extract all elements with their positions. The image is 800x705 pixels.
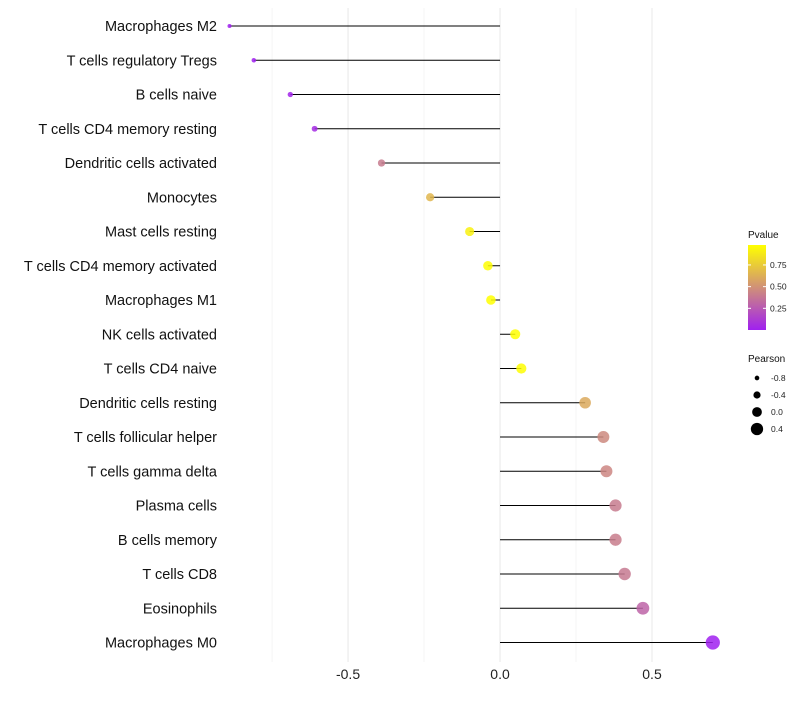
lollipop-point [486, 295, 496, 305]
category-label: Eosinophils [143, 601, 217, 617]
category-label: T cells CD4 naive [104, 362, 217, 378]
lollipop-point [311, 125, 318, 132]
lollipop-point [516, 363, 527, 374]
lollipop-point [579, 396, 591, 409]
size-legend-label: -0.8 [771, 373, 786, 383]
category-label: T cells CD4 memory resting [38, 122, 217, 138]
category-label: T cells gamma delta [88, 464, 218, 480]
color-legend-bar [748, 245, 766, 330]
category-label: Dendritic cells activated [65, 156, 217, 172]
category-label: B cells naive [136, 88, 217, 104]
color-legend-ticks: 0.25 0.50 0.75 [748, 260, 787, 313]
lollipop-point [251, 57, 257, 63]
lollipop-point [287, 91, 293, 98]
category-label: Macrophages M0 [105, 636, 217, 652]
category-label: Mast cells resting [105, 225, 217, 241]
x-tick-label: 0.0 [490, 666, 510, 682]
size-legend-label: -0.4 [771, 390, 786, 400]
lollipop-point [609, 499, 622, 512]
stem-layer [229, 25, 713, 643]
category-label: Plasma cells [136, 499, 217, 515]
grid-layer [271, 8, 653, 662]
size-legend-items: -0.8 -0.4 0.0 0.4 [750, 373, 786, 436]
category-label: B cells memory [118, 533, 218, 549]
lollipop-point [618, 567, 631, 581]
x-tick-label: 0.5 [642, 666, 662, 682]
size-legend-dot [752, 407, 762, 417]
lollipop-point [597, 431, 610, 443]
lollipop-point [600, 465, 613, 478]
lollipop-point [705, 635, 720, 650]
category-label: T cells regulatory Tregs [67, 53, 217, 69]
size-legend-dot [750, 422, 764, 436]
lollipop-point [636, 601, 650, 615]
color-tick-label: 0.50 [770, 282, 787, 292]
color-tick-label: 0.25 [770, 303, 787, 313]
category-label: NK cells activated [102, 327, 217, 343]
lollipop-point [465, 226, 475, 237]
legend: Pvalue 0.25 0.50 0.75 Pearson -0.8 -0.4 0.0 0… [748, 230, 787, 436]
size-legend-dot [753, 391, 761, 399]
lollipop-point [609, 533, 622, 546]
size-legend-title: Pearson [748, 354, 785, 365]
size-legend-label: 0.0 [771, 407, 783, 417]
color-legend-title: Pvalue [748, 230, 779, 241]
lollipop-point [510, 329, 521, 340]
lollipop-point [377, 159, 386, 167]
lollipop-point [483, 260, 493, 271]
size-legend-label: 0.4 [771, 424, 783, 434]
x-tick-label: -0.5 [336, 666, 360, 682]
category-label: Macrophages M1 [105, 293, 217, 309]
category-label: T cells CD4 memory activated [24, 259, 217, 275]
color-tick-label: 0.75 [770, 260, 787, 270]
category-label: Dendritic cells resting [79, 396, 217, 412]
x-tick-layer: -0.5 0.0 0.5 [336, 666, 662, 682]
size-legend-dot [754, 375, 760, 381]
lollipop-point [227, 23, 232, 29]
category-label: Macrophages M2 [105, 19, 217, 35]
category-label: T cells CD8 [142, 567, 217, 583]
category-label-layer: Macrophages M2 T cells regulatory Tregs B … [24, 19, 218, 652]
point-layer [227, 23, 720, 650]
category-label: Monocytes [147, 190, 217, 206]
lollipop-point [425, 193, 435, 202]
category-label: T cells follicular helper [74, 430, 217, 446]
